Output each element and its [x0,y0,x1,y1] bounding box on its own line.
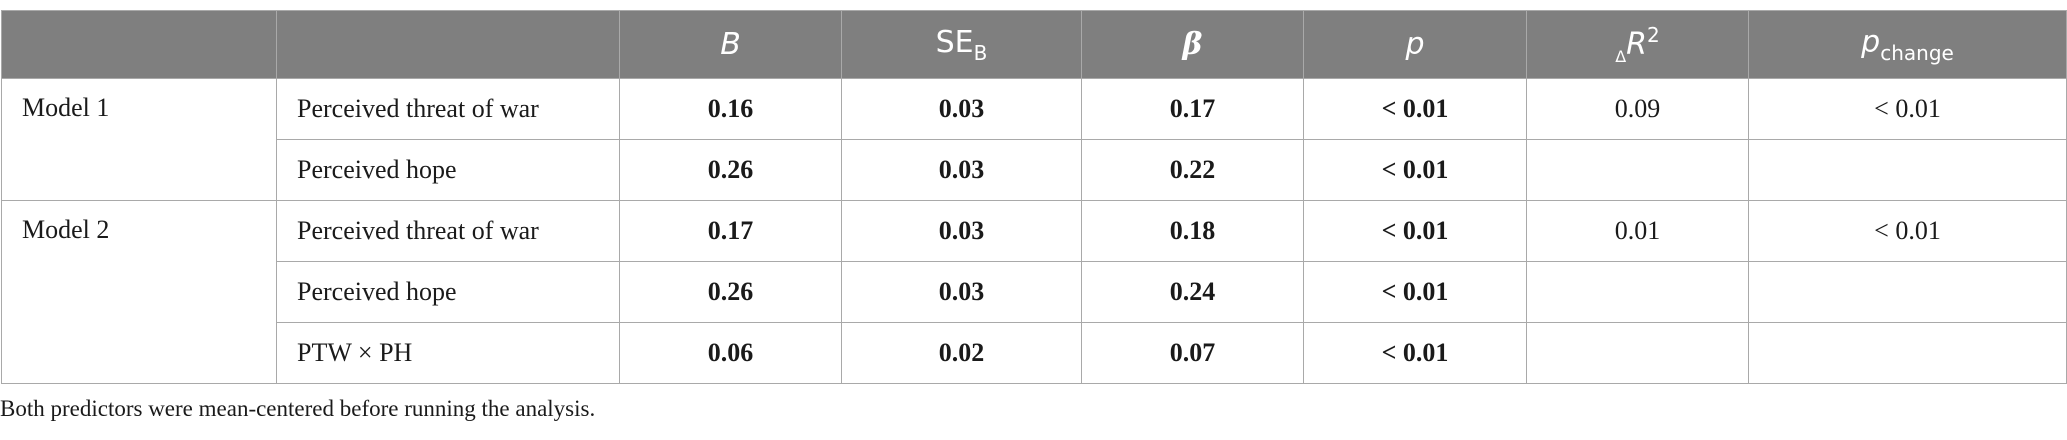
b-cell: 0.17 [619,200,842,262]
predictor-cell: Perceived hope [276,261,620,323]
header-delta-r2: ΔR2 [1526,10,1749,79]
p-change-cell [1748,139,2067,201]
predictor-cell: PTW × PH [276,322,620,384]
p-cell: < 0.01 [1303,139,1527,201]
header-model [1,10,277,79]
predictor-cell: Perceived threat of war [276,200,620,262]
p-cell: < 0.01 [1303,78,1527,140]
b-cell: 0.16 [619,78,842,140]
p-change-cell [1748,261,2067,323]
beta-cell: 0.17 [1081,78,1304,140]
b-cell: 0.26 [619,139,842,201]
beta-cell: 0.18 [1081,200,1304,262]
se-cell: 0.03 [841,200,1082,262]
table-row: Model 2 Perceived threat of war 0.17 0.0… [1,200,2067,384]
header-b: B [619,10,842,79]
p-change-cell [1748,322,2067,384]
table-row: Perceived hope 0.26 0.03 0.22 < 0.01 [2,139,2067,201]
p-cell: < 0.01 [1303,200,1527,262]
beta-cell: 0.22 [1081,139,1304,201]
regression-table-container: B SEB β p ΔR2 pchange Model 1 Perceived … [0,10,2067,384]
p-change-cell: < 0.01 [1748,78,2067,140]
p-cell: < 0.01 [1303,261,1527,323]
header-predictor [276,10,620,79]
se-cell: 0.03 [841,78,1082,140]
table-footnote: Both predictors were mean-centered befor… [0,396,596,421]
header-beta: β [1081,10,1304,79]
table-row: PTW × PH 0.06 0.02 0.07 < 0.01 [2,322,2067,384]
beta-cell: 0.24 [1081,261,1304,323]
b-cell: 0.26 [619,261,842,323]
delta-r2-cell: 0.09 [1526,78,1749,140]
beta-cell: 0.07 [1081,322,1304,384]
header-p-change: pchange [1748,10,2067,79]
se-cell: 0.03 [841,261,1082,323]
delta-r2-cell: 0.01 [1526,200,1749,262]
regression-table: B SEB β p ΔR2 pchange Model 1 Perceived … [1,10,2067,384]
predictor-cell: Perceived threat of war [276,78,620,140]
delta-r2-cell [1526,139,1749,201]
se-cell: 0.03 [841,139,1082,201]
table-row: Model 1 Perceived threat of war 0.16 0.0… [1,78,2067,201]
table-row: Perceived hope 0.26 0.03 0.24 < 0.01 [2,261,2067,323]
delta-r2-cell [1526,322,1749,384]
header-p: p [1303,10,1527,79]
table-header-row: B SEB β p ΔR2 pchange [1,10,2067,79]
header-se: SEB [841,10,1082,79]
model-label: Model 2 [1,200,277,384]
p-cell: < 0.01 [1303,322,1527,384]
b-cell: 0.06 [619,322,842,384]
delta-r2-cell [1526,261,1749,323]
model-label: Model 1 [1,78,277,201]
se-cell: 0.02 [841,322,1082,384]
p-change-cell: < 0.01 [1748,200,2067,262]
predictor-cell: Perceived hope [276,139,620,201]
